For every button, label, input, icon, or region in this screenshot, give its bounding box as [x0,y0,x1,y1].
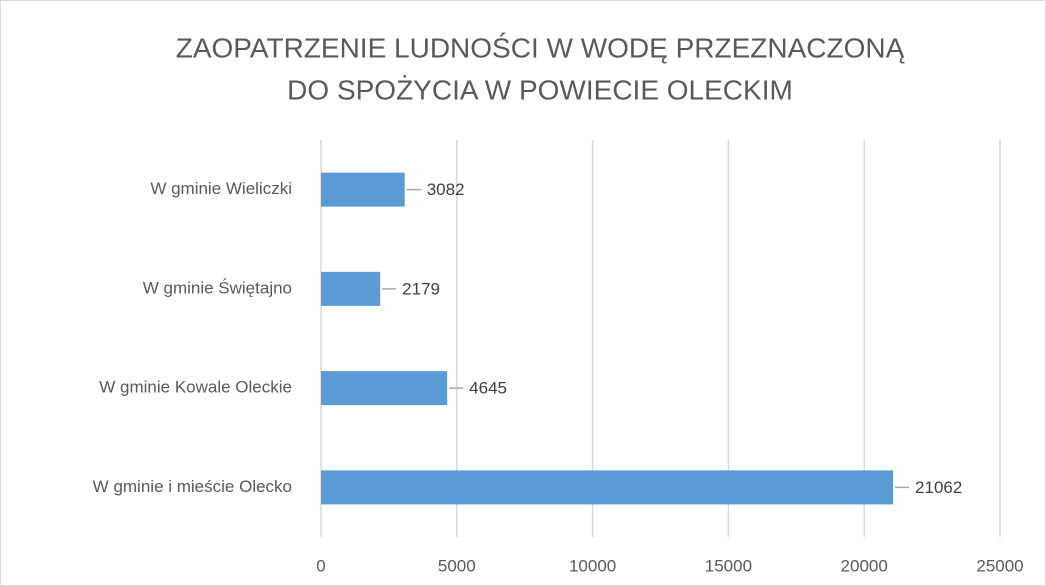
x-tick-label: 25000 [976,556,1023,575]
x-tick-label: 20000 [841,556,888,575]
value-label: 21062 [915,478,962,497]
value-label: 2179 [402,279,440,298]
bar [321,172,405,207]
y-tick-label: W gminie Kowale Oleckie [99,378,292,397]
y-tick-label: W gminie Wieliczki [150,179,292,198]
bar [321,371,448,406]
x-tick-label: 10000 [569,556,616,575]
x-tick-label: 5000 [438,556,476,575]
x-tick-label: 15000 [705,556,752,575]
bar [321,470,894,505]
chart-title: DO SPOŻYCIA W POWIECIE OLECKIM [287,74,793,105]
chart-title: ZAOPATRZENIE LUDNOŚCI W WODĘ PRZEZNACZON… [176,31,905,63]
value-label: 4645 [469,379,507,398]
x-tick-label: 0 [316,556,325,575]
bar [321,271,381,306]
y-tick-label: W gminie i mieście Olecko [93,477,292,496]
y-tick-label: W gminie Świętajno [143,278,292,297]
value-label: 3082 [427,180,465,199]
